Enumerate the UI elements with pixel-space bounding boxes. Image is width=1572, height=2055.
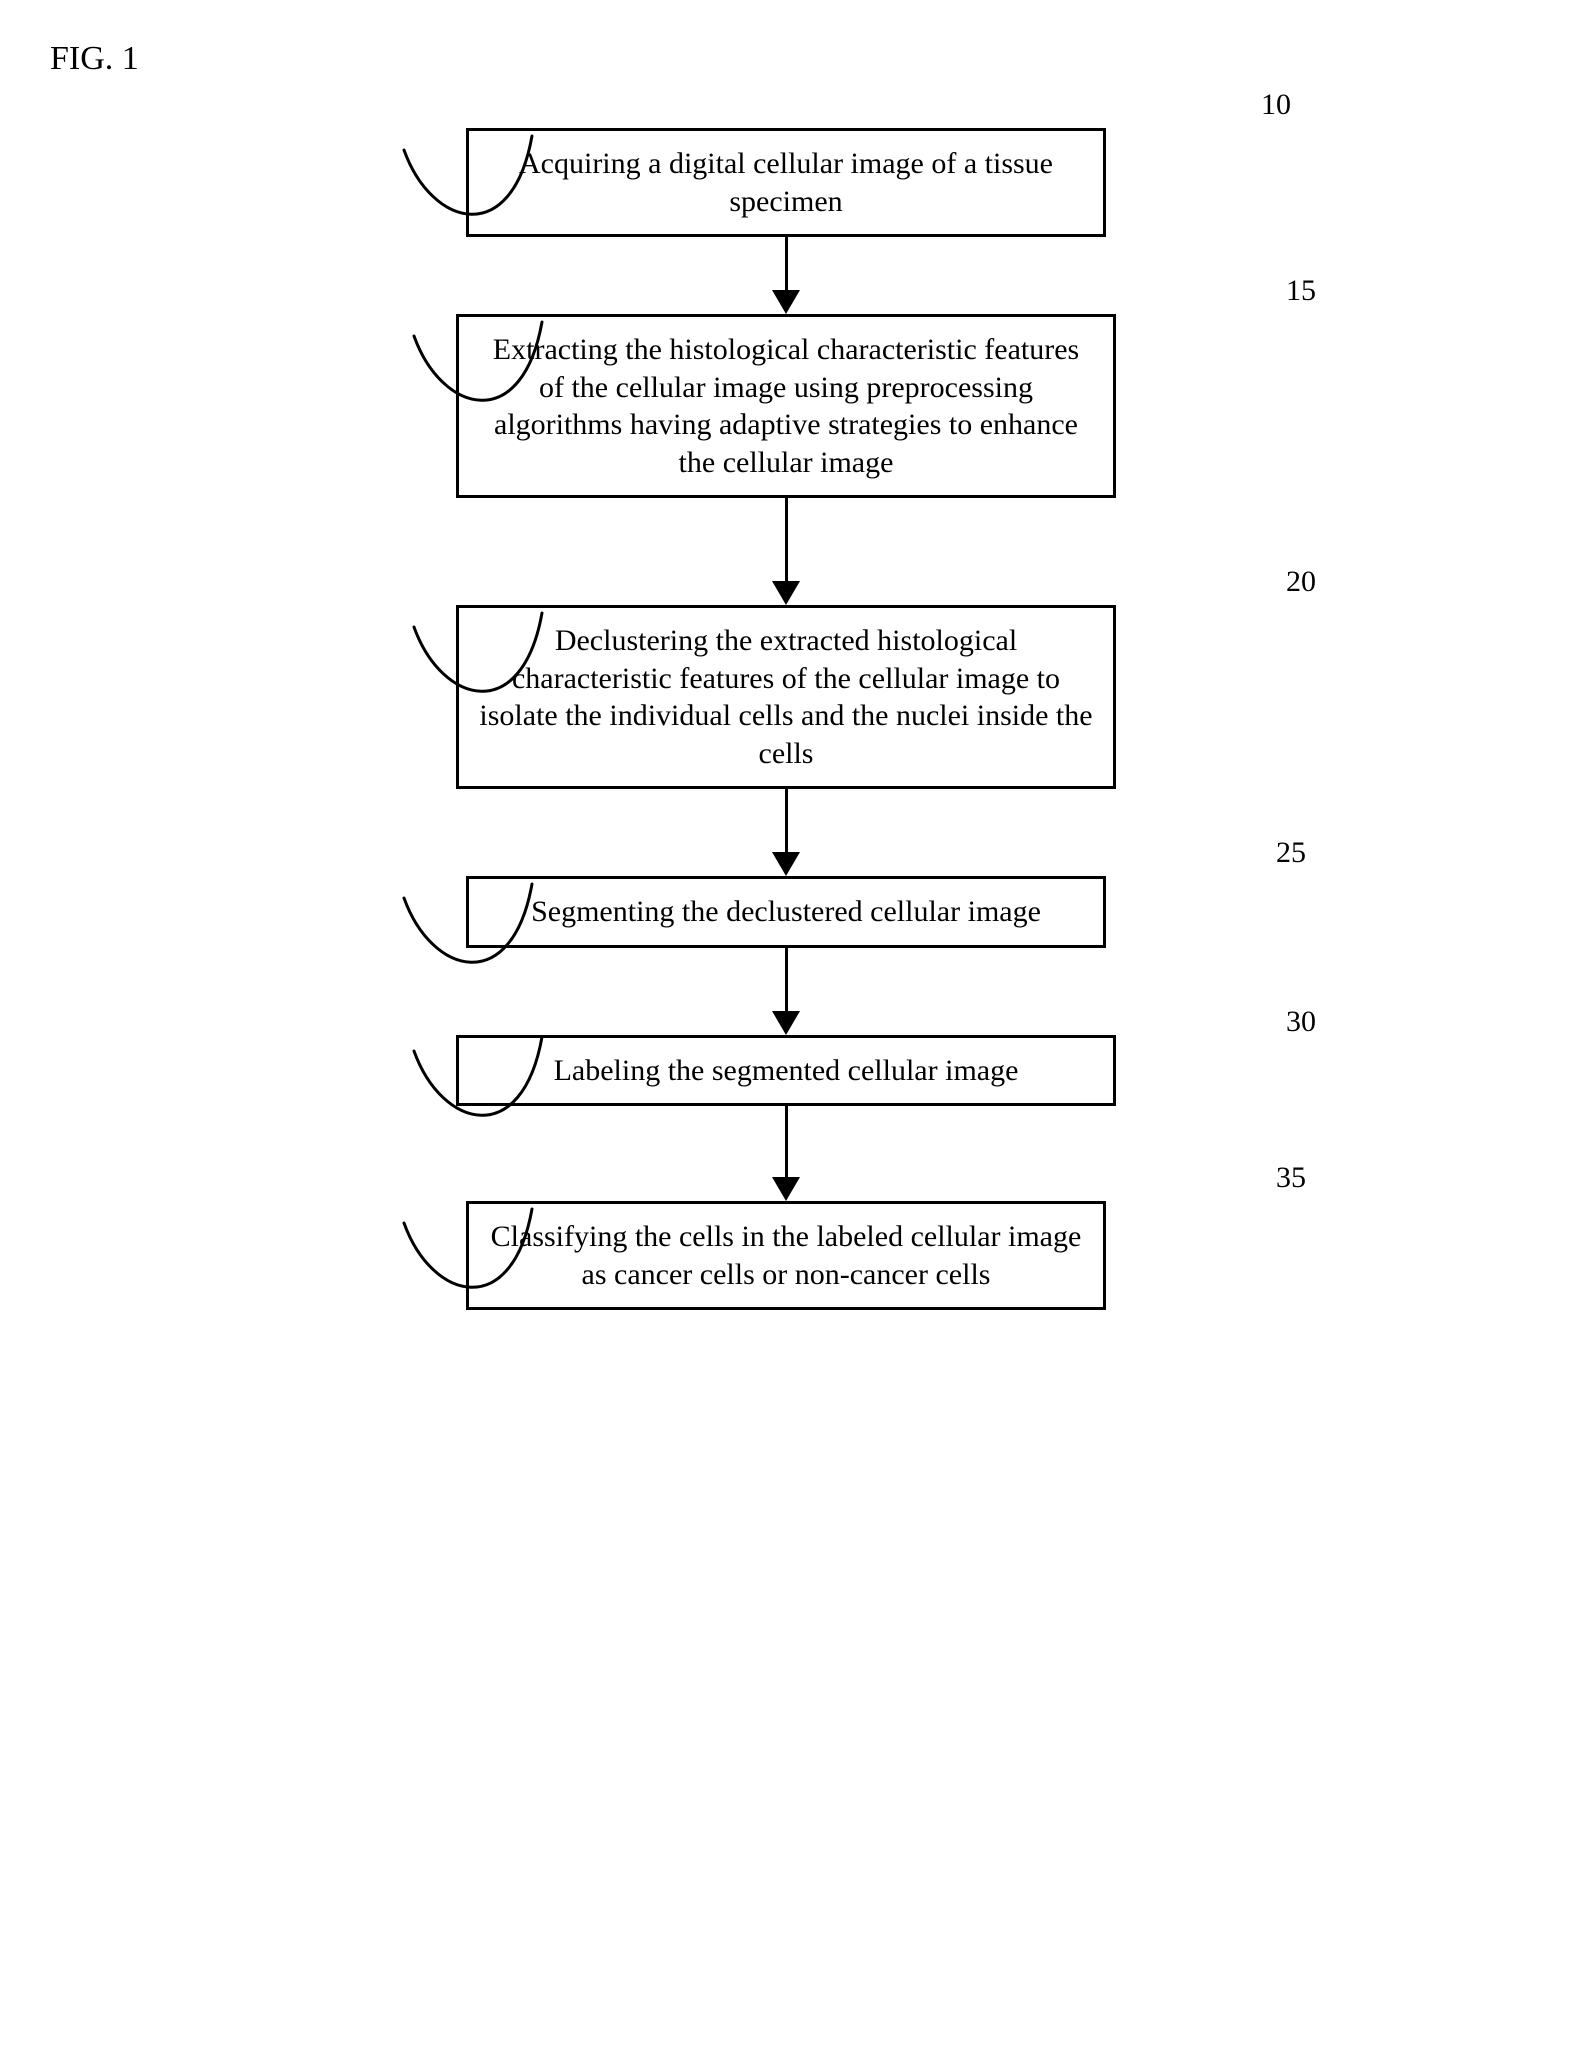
flow-node-ref-label: 15 (1286, 274, 1316, 308)
callout-curve (412, 314, 572, 424)
flowchart: Acquiring a digital cellular image of a … (80, 128, 1492, 1310)
flow-node-wrap: Segmenting the declustered cellular imag… (80, 876, 1492, 948)
flow-arrow (772, 948, 800, 1035)
flow-node-wrap: Extracting the histological characterist… (80, 314, 1492, 498)
flow-arrow (772, 237, 800, 314)
flow-node-ref-label: 10 (1261, 88, 1291, 122)
arrow-line (785, 237, 788, 291)
arrow-line (785, 948, 788, 1012)
flow-node-ref-label: 35 (1276, 1161, 1306, 1195)
flow-node: Classifying the cells in the labeled cel… (466, 1201, 1106, 1310)
callout-curve (402, 1201, 562, 1311)
flow-arrow (772, 789, 800, 876)
callout-curve (402, 876, 562, 986)
flow-node-ref-label: 25 (1276, 836, 1306, 870)
flow-node-ref-label: 30 (1286, 1005, 1316, 1039)
arrow-head-icon (772, 290, 800, 314)
arrow-line (785, 1106, 788, 1178)
figure-label: FIG. 1 (50, 40, 1492, 78)
flow-node: Segmenting the declustered cellular imag… (466, 876, 1106, 948)
flow-node-wrap: Acquiring a digital cellular image of a … (80, 128, 1492, 237)
callout-curve (412, 605, 572, 715)
arrow-line (785, 498, 788, 582)
flow-arrow (772, 1106, 800, 1201)
arrow-head-icon (772, 1011, 800, 1035)
arrow-head-icon (772, 1177, 800, 1201)
arrow-head-icon (772, 581, 800, 605)
flow-node: Acquiring a digital cellular image of a … (466, 128, 1106, 237)
flow-node-ref-label: 20 (1286, 565, 1316, 599)
callout-curve (402, 128, 562, 238)
flow-node-wrap: Declustering the extracted histological … (80, 605, 1492, 789)
arrow-head-icon (772, 852, 800, 876)
flow-node-wrap: Classifying the cells in the labeled cel… (80, 1201, 1492, 1310)
flow-arrow (772, 498, 800, 605)
arrow-line (785, 789, 788, 853)
flow-node-wrap: Labeling the segmented cellular image30 (80, 1035, 1492, 1107)
callout-curve (412, 1029, 572, 1139)
